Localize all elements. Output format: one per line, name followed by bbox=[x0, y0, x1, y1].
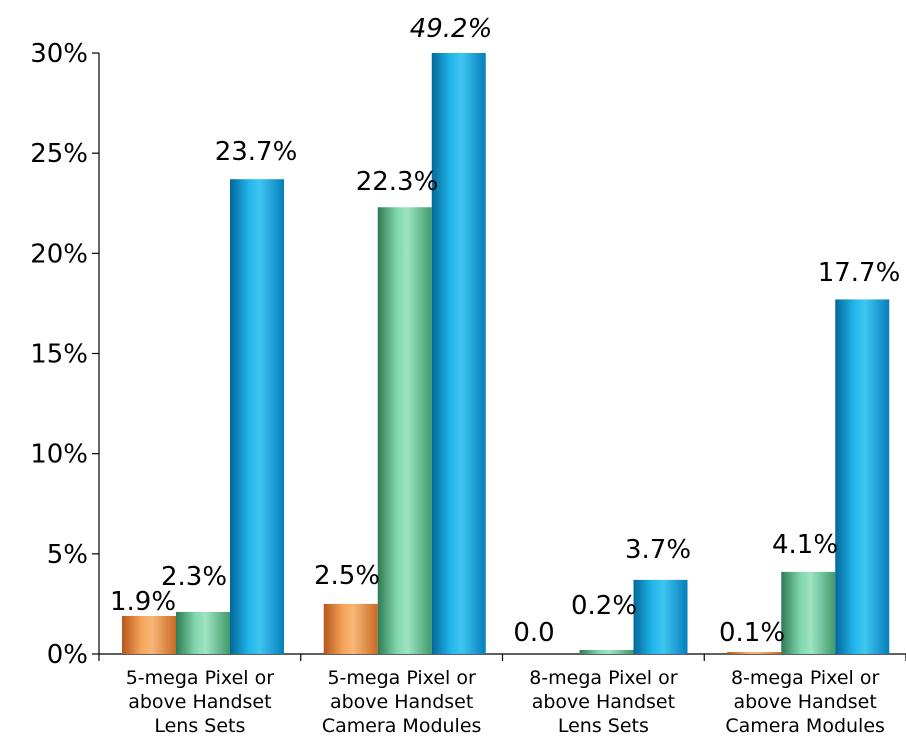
bar bbox=[122, 615, 176, 654]
x-category-label: 8-mega Pixel or above Handset Lens Sets bbox=[529, 667, 677, 737]
y-tick-label: 0% bbox=[47, 640, 88, 670]
bar bbox=[633, 579, 688, 654]
data-label: 1.9% bbox=[110, 587, 176, 617]
data-label: 3.7% bbox=[625, 535, 691, 565]
bar bbox=[323, 603, 378, 654]
data-labels: 1.9% 2.5% 0.0 0.1% 2.3% 22.3% 0.2% 4.1% 23.7% 49.… bbox=[110, 14, 900, 648]
data-label: 0.2% bbox=[571, 591, 637, 621]
x-category-label: 5-mega Pixel or above Handset Camera Modul… bbox=[322, 667, 482, 737]
bar bbox=[431, 53, 486, 654]
bar bbox=[727, 651, 782, 654]
data-label: 23.7% bbox=[215, 137, 298, 167]
x-category-label: 5-mega Pixel or above Handset Lens Sets bbox=[126, 667, 274, 737]
bar bbox=[781, 571, 836, 654]
y-tick-label: 25% bbox=[30, 139, 88, 169]
data-label: 17.7% bbox=[818, 258, 901, 288]
data-label: 22.3% bbox=[356, 167, 439, 197]
y-tick-label: 10% bbox=[30, 440, 88, 470]
data-label: 0.0 bbox=[513, 618, 554, 648]
data-label: 4.1% bbox=[772, 530, 838, 560]
data-label: 2.3% bbox=[161, 562, 227, 592]
y-tick-label: 15% bbox=[30, 340, 88, 370]
bars bbox=[122, 53, 890, 655]
bar bbox=[230, 179, 284, 654]
bar bbox=[579, 649, 634, 654]
y-tick-label: 20% bbox=[30, 239, 88, 269]
axes: 0% 5% 10% 15% 20% 25% 30% 5-mega Pixel or above … bbox=[30, 39, 906, 737]
y-tick-label: 5% bbox=[47, 540, 88, 570]
data-label: 2.5% bbox=[314, 561, 380, 591]
y-tick-label: 30% bbox=[30, 39, 88, 69]
bar bbox=[377, 207, 432, 655]
data-label: 0.1% bbox=[719, 618, 785, 648]
bar bbox=[176, 611, 230, 654]
data-label: 49.2% bbox=[410, 14, 493, 44]
x-category-label: 8-mega Pixel or above Handset Camera Modul… bbox=[725, 667, 885, 737]
bar bbox=[835, 299, 890, 654]
